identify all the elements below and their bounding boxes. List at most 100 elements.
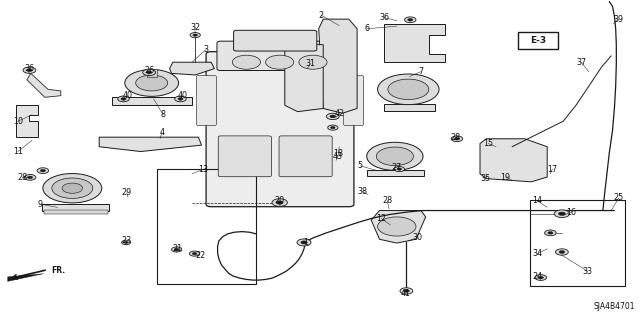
- Text: SJA4B4701: SJA4B4701: [593, 302, 635, 311]
- Text: 22: 22: [195, 251, 205, 260]
- Circle shape: [378, 74, 439, 105]
- Text: 11: 11: [13, 147, 23, 156]
- FancyBboxPatch shape: [218, 136, 271, 177]
- Circle shape: [232, 55, 260, 69]
- Circle shape: [404, 17, 416, 23]
- Text: 40: 40: [177, 91, 188, 100]
- FancyBboxPatch shape: [234, 30, 317, 51]
- Circle shape: [400, 288, 413, 294]
- Circle shape: [136, 75, 168, 91]
- Bar: [530, 200, 625, 286]
- Text: 43: 43: [333, 152, 343, 161]
- Text: 4: 4: [159, 128, 164, 137]
- Circle shape: [178, 98, 183, 100]
- Polygon shape: [319, 19, 357, 113]
- Circle shape: [408, 19, 413, 21]
- Text: 9: 9: [38, 200, 43, 209]
- Text: 28: 28: [451, 133, 461, 142]
- Circle shape: [328, 125, 338, 130]
- Circle shape: [37, 168, 49, 174]
- Text: E-3: E-3: [530, 36, 547, 45]
- Circle shape: [326, 113, 339, 120]
- Bar: [157, 169, 256, 284]
- Bar: [367, 170, 424, 176]
- Circle shape: [548, 232, 553, 234]
- Text: 1: 1: [303, 238, 308, 247]
- Text: 38: 38: [357, 187, 367, 196]
- Circle shape: [276, 201, 283, 204]
- Text: 26: 26: [144, 66, 154, 75]
- Circle shape: [272, 199, 287, 206]
- Polygon shape: [384, 24, 445, 62]
- Circle shape: [28, 176, 33, 179]
- Polygon shape: [480, 139, 547, 182]
- Text: 41: 41: [401, 289, 411, 298]
- Circle shape: [147, 71, 152, 74]
- Text: 33: 33: [582, 267, 593, 276]
- Circle shape: [174, 248, 179, 251]
- FancyBboxPatch shape: [196, 76, 216, 125]
- Text: 7: 7: [418, 67, 423, 76]
- Circle shape: [40, 169, 45, 172]
- Text: 17: 17: [547, 165, 557, 174]
- Bar: [44, 210, 108, 214]
- Text: 36: 36: [379, 13, 389, 22]
- Text: 34: 34: [532, 249, 543, 258]
- Text: 27: 27: [392, 163, 402, 172]
- Text: FR.: FR.: [51, 266, 65, 275]
- Circle shape: [556, 249, 568, 255]
- Circle shape: [367, 142, 423, 170]
- Circle shape: [535, 275, 547, 280]
- Circle shape: [376, 147, 413, 166]
- Circle shape: [330, 115, 336, 118]
- FancyBboxPatch shape: [279, 136, 332, 177]
- FancyBboxPatch shape: [206, 52, 354, 207]
- Bar: [112, 97, 192, 105]
- Text: 37: 37: [576, 58, 586, 67]
- Polygon shape: [8, 274, 44, 281]
- Circle shape: [121, 98, 126, 100]
- Circle shape: [554, 210, 570, 218]
- Circle shape: [266, 55, 294, 69]
- Text: 39: 39: [613, 15, 623, 24]
- FancyBboxPatch shape: [344, 76, 364, 125]
- Circle shape: [297, 239, 311, 246]
- Text: 10: 10: [13, 117, 23, 126]
- Text: 13: 13: [198, 165, 209, 174]
- Text: 42: 42: [335, 109, 345, 118]
- Text: 18: 18: [333, 149, 344, 158]
- Circle shape: [52, 178, 93, 198]
- Text: 8: 8: [161, 110, 166, 119]
- Text: 24: 24: [532, 272, 543, 281]
- Text: 29: 29: [122, 189, 132, 197]
- Text: 14: 14: [532, 197, 543, 205]
- Circle shape: [388, 79, 429, 100]
- Bar: [518, 32, 558, 49]
- Text: 32: 32: [190, 23, 200, 32]
- Circle shape: [451, 136, 463, 142]
- FancyBboxPatch shape: [217, 41, 337, 70]
- Text: 12: 12: [376, 214, 387, 223]
- Bar: [42, 204, 109, 211]
- Bar: [147, 69, 157, 77]
- Polygon shape: [170, 62, 214, 75]
- Text: 3: 3: [204, 45, 209, 54]
- Text: 30: 30: [412, 233, 422, 242]
- Circle shape: [118, 96, 129, 102]
- Text: 5: 5: [358, 161, 363, 170]
- Text: 21: 21: [173, 244, 183, 253]
- Text: 19: 19: [500, 173, 511, 182]
- Text: 31: 31: [305, 59, 316, 68]
- Polygon shape: [99, 137, 202, 152]
- Text: 36: 36: [24, 64, 35, 73]
- Text: 2: 2: [319, 11, 324, 20]
- Circle shape: [23, 67, 36, 73]
- Circle shape: [397, 168, 402, 170]
- Text: 28: 28: [17, 173, 28, 182]
- Text: 28: 28: [382, 197, 392, 205]
- Text: 20: 20: [275, 197, 285, 205]
- Circle shape: [378, 217, 416, 236]
- Polygon shape: [371, 211, 426, 243]
- Circle shape: [190, 33, 200, 38]
- Circle shape: [124, 241, 128, 243]
